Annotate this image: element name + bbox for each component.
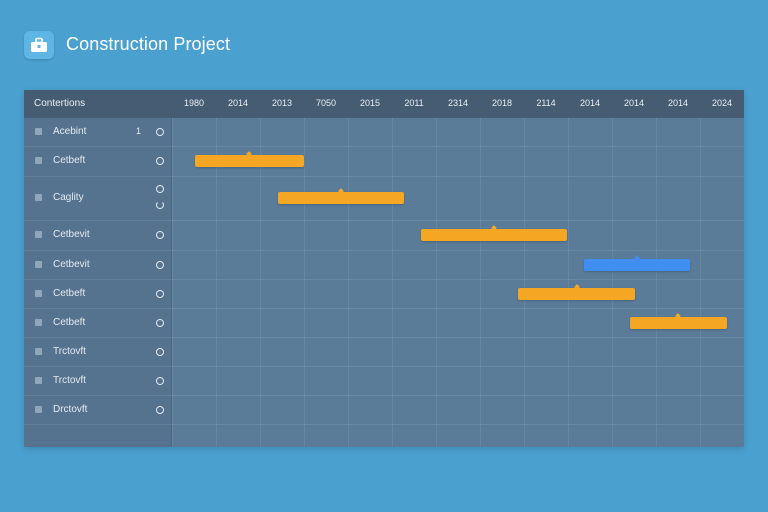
bar-milestone-marker (633, 254, 640, 261)
status-partial-icon[interactable] (156, 201, 164, 209)
task-checkbox[interactable] (35, 318, 42, 326)
task-checkbox[interactable] (35, 289, 42, 297)
status-circle-icon[interactable] (156, 289, 164, 298)
task-label: Trctovft (53, 374, 86, 386)
task-label: Caglity (53, 192, 84, 203)
task-row[interactable]: Cetbevit (24, 250, 172, 279)
task-label: Trctovft (53, 345, 86, 357)
row-divider (24, 424, 744, 425)
app-icon (24, 31, 54, 59)
status-circle-icon[interactable] (156, 157, 164, 165)
timeline-year-label: 1980 (183, 98, 205, 108)
timeline-year-label: 2011 (404, 98, 424, 108)
grid-line (260, 118, 261, 447)
task-row[interactable]: Drctovft (24, 395, 172, 424)
task-label: Cetbeft (53, 316, 86, 328)
grid-line (568, 118, 569, 447)
task-bar[interactable] (629, 312, 727, 329)
task-bar[interactable] (518, 283, 636, 300)
task-label: Drctovft (53, 403, 88, 415)
task-row[interactable]: Caglity (24, 176, 172, 220)
bar-milestone-marker (675, 312, 682, 319)
status-circle-icon[interactable] (156, 347, 164, 356)
grid-line (524, 118, 525, 447)
row-divider (24, 337, 744, 338)
timeline-year-label: 2114 (536, 98, 556, 108)
status-circle-icon[interactable] (156, 318, 164, 327)
status-circle-icon[interactable] (156, 231, 164, 239)
status-circle-icon[interactable] (156, 376, 164, 385)
row-divider (24, 220, 744, 221)
task-label: Cetbevit (53, 229, 90, 240)
task-label: Acebint (53, 126, 87, 137)
timeline-year-label: 2314 (447, 98, 469, 108)
grid-line (216, 118, 217, 447)
timeline-year-label: 2013 (271, 98, 293, 108)
app-title: Construction Project (66, 34, 231, 54)
task-label: Cetbevit (53, 258, 90, 270)
task-label: Cetbeft (53, 287, 86, 299)
grid-line (304, 118, 305, 447)
timeline-year-label: 7050 (315, 98, 337, 108)
task-bar[interactable] (194, 151, 304, 167)
row-divider (24, 308, 744, 309)
row-divider (24, 366, 744, 367)
status-circle-icon[interactable] (156, 405, 164, 414)
task-row[interactable]: Acebint 1 (24, 118, 172, 146)
row-divider (24, 250, 744, 251)
gantt-chart: Contertions 1980 2014 2013 7050 2015 2011 2314… (24, 90, 744, 447)
grid-line (172, 118, 173, 447)
task-bar[interactable] (583, 254, 690, 271)
timeline-year-label: 2024 (711, 98, 733, 108)
bar-milestone-marker (246, 151, 253, 157)
timeline-year-label: 2014 (227, 98, 249, 108)
tasks-column-header: Contertions (34, 98, 86, 109)
task-row[interactable]: Cetbeft (24, 146, 172, 176)
grid-line (436, 118, 437, 447)
task-row[interactable]: Trctovft (24, 337, 172, 366)
task-checkbox[interactable] (35, 376, 42, 384)
bar-milestone-marker (573, 283, 580, 290)
grid-line (480, 118, 481, 447)
task-checkbox[interactable] (35, 231, 42, 238)
task-checkbox[interactable] (35, 194, 42, 201)
task-label: Cetbeft (53, 155, 86, 166)
task-checkbox[interactable] (35, 405, 42, 413)
timeline-year-label: 2014 (667, 98, 689, 108)
task-checkbox[interactable] (35, 128, 42, 135)
timeline-year-label: 2014 (623, 98, 645, 108)
timeline-header: Contertions 1980 2014 2013 7050 2015 2011 2314… (24, 90, 744, 118)
row-divider (24, 176, 744, 177)
bar-milestone-marker (337, 188, 344, 194)
briefcase-icon (31, 37, 47, 52)
bar-milestone-marker (490, 225, 497, 231)
grid-line (392, 118, 393, 447)
task-bar[interactable] (420, 225, 567, 241)
task-bar[interactable] (277, 188, 404, 204)
row-divider (24, 395, 744, 396)
timeline-year-label: 2015 (359, 98, 381, 108)
grid-line (656, 118, 657, 447)
row-divider (24, 279, 744, 280)
task-row[interactable]: Trctovft (24, 366, 172, 395)
task-count: 1 (136, 126, 142, 136)
task-row[interactable]: Cetbeft (24, 308, 172, 337)
status-circle-icon[interactable] (156, 260, 164, 269)
task-list-panel (24, 118, 172, 447)
grid-line (700, 118, 701, 447)
task-checkbox[interactable] (35, 260, 42, 268)
timeline-year-label: 2018 (491, 98, 513, 108)
task-row[interactable]: Cetbevit (24, 220, 172, 250)
grid-line (612, 118, 613, 447)
task-checkbox[interactable] (35, 157, 42, 164)
status-circle-icon[interactable] (156, 185, 164, 193)
status-circle-icon[interactable] (156, 128, 164, 136)
timeline-year-label: 2014 (579, 98, 601, 108)
grid-line (348, 118, 349, 447)
task-checkbox[interactable] (35, 347, 42, 355)
row-divider (24, 146, 744, 147)
task-row[interactable]: Cetbeft (24, 279, 172, 308)
